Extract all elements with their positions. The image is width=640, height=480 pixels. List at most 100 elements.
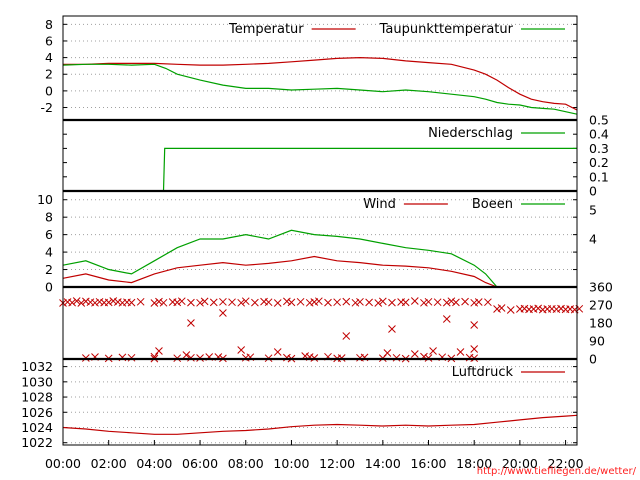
wind-direction-point [177, 297, 186, 306]
y-tick-label-right: 0.3 [589, 141, 609, 156]
wind-direction-point [251, 298, 259, 307]
panel-frame [62, 286, 578, 360]
y-tick-label: 1026 [21, 405, 53, 420]
wind-direction-point [187, 298, 195, 307]
wind-direction-point [237, 298, 246, 307]
y-tick-label: 2 [45, 262, 53, 277]
legend-label-niederschlag: Niederschlag [428, 126, 513, 141]
wind-direction-point [264, 298, 273, 307]
wind-direction-point [410, 350, 419, 358]
wind-direction-point [209, 298, 218, 307]
wind-direction-point [383, 349, 392, 357]
wind-direction-point [91, 298, 99, 307]
wind-direction-point [187, 319, 195, 327]
y-tick-label: 6 [45, 33, 53, 48]
x-tick-label: 04:00 [136, 456, 172, 471]
wind-direction-point [150, 299, 159, 307]
y-tick-label: 1028 [21, 390, 53, 405]
wind-direction-point [127, 298, 136, 307]
x-tick-label: 12:00 [319, 456, 355, 471]
series-line-boeen [62, 229, 498, 288]
y-tick-label: 4 [45, 245, 53, 260]
y-tick-label: 8 [45, 210, 53, 225]
wind-direction-point [228, 298, 236, 307]
y-tick-label-right: 4 [589, 232, 597, 247]
series-line-taupunkttemperatur [62, 63, 578, 115]
y-tick-label-right: 5 [589, 203, 597, 218]
legend-label-luftdruck: Luftdruck [452, 365, 514, 380]
wind-direction-point [296, 297, 305, 306]
wind-direction-point [287, 298, 296, 307]
y-tick-label-right: 0.1 [589, 169, 609, 184]
wind-direction-point [433, 298, 442, 307]
x-tick-label: 14:00 [365, 456, 401, 471]
wind-direction-point [442, 298, 451, 307]
wind-direction-point [410, 297, 419, 305]
wind-direction-point [456, 348, 465, 356]
wind-direction-point [159, 298, 168, 307]
y-tick-label-right: 270 [589, 298, 613, 313]
wind-direction-point [219, 297, 227, 306]
x-tick-label: 18:00 [456, 456, 492, 471]
wind-direction-point [273, 348, 282, 356]
wind-direction-point [109, 297, 118, 305]
x-tick-label: 20:00 [502, 456, 538, 471]
x-tick-label: 06:00 [182, 456, 218, 471]
wind-direction-point [534, 304, 543, 313]
y-tick-label-right: 180 [589, 316, 613, 331]
wind-direction-point [68, 298, 76, 307]
y-tick-label: 8 [45, 17, 53, 32]
wind-direction-point [273, 299, 282, 307]
wind-direction-point [155, 347, 163, 355]
x-tick-label: 10:00 [273, 456, 309, 471]
y-tick-label: 1032 [21, 359, 53, 374]
wind-direction-point [77, 299, 86, 307]
legend-label-boeen: Boeen [472, 197, 513, 212]
legend-label-taupunkttemperatur: Taupunkttemperatur [379, 22, 514, 37]
wind-direction-point [196, 298, 204, 307]
series-line-wind [62, 255, 498, 288]
wind-direction-point [493, 305, 501, 313]
x-tick-label: 08:00 [228, 456, 264, 471]
y-tick-label: 2 [45, 67, 53, 82]
wind-direction-point [72, 297, 81, 305]
wind-direction-point [155, 297, 163, 306]
wind-direction-point [136, 297, 145, 306]
x-tick-label: 00:00 [45, 456, 81, 471]
y-tick-label-right: 0.2 [589, 155, 609, 170]
wind-direction-point [442, 315, 451, 323]
wind-direction-point [365, 298, 373, 307]
x-tick-label: 02:00 [91, 456, 127, 471]
wind-direction-point [333, 298, 341, 307]
wind-direction-point [392, 353, 401, 362]
y-tick-label-right: 0 [589, 184, 597, 199]
wind-direction-point [342, 297, 351, 306]
y-tick-label-right: 0.4 [589, 127, 609, 142]
wind-direction-point [104, 298, 113, 307]
wind-direction-point [241, 297, 250, 306]
x-tick-label: 22:00 [548, 456, 584, 471]
legend-label-temperatur: Temperatur [228, 22, 304, 37]
legend-label-wind: Wind [363, 197, 396, 212]
series-line-luftdruck [62, 414, 578, 435]
wind-direction-point [506, 306, 515, 314]
wind-direction-point [356, 297, 364, 306]
wind-direction-point [374, 299, 383, 307]
series-line-temperatur [63, 56, 578, 111]
wind-direction-point [461, 297, 469, 306]
wind-direction-point [388, 325, 396, 333]
y-tick-label-right: 360 [589, 280, 613, 295]
wind-direction-point [470, 345, 479, 353]
wind-direction-point [324, 298, 332, 307]
y-tick-label: 10 [37, 192, 53, 207]
wind-direction-point [470, 321, 479, 329]
wind-direction-point [351, 298, 360, 307]
wind-direction-point [173, 298, 182, 307]
wind-direction-point [378, 297, 387, 306]
wind-direction-point [127, 353, 136, 362]
wind-direction-point [429, 347, 437, 355]
y-tick-label-right: 90 [589, 334, 605, 349]
wind-direction-point [474, 298, 483, 306]
y-tick-label: -2 [41, 100, 53, 115]
